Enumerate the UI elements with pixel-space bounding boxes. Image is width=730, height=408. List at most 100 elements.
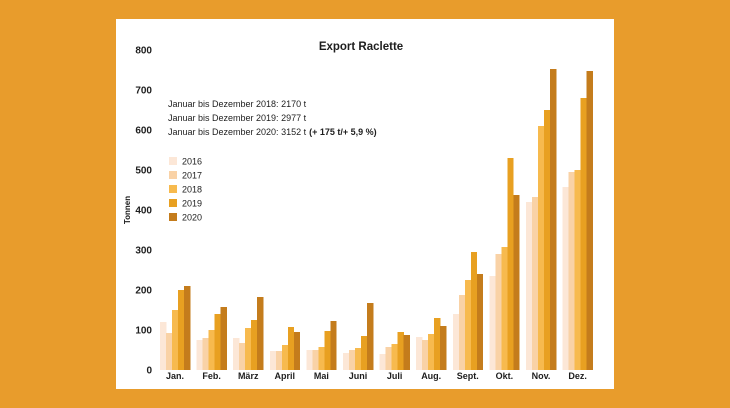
x-tick-label-juli: Juli xyxy=(387,371,403,381)
y-tick-label-100: 100 xyxy=(135,326,152,337)
bar-april-2016 xyxy=(269,350,277,370)
bar-dez-2019 xyxy=(580,98,587,370)
bar-juni-2017 xyxy=(349,350,356,370)
legend-swatch-2016 xyxy=(169,157,177,165)
bar-juli-2016 xyxy=(379,354,386,370)
bar-feb-2018 xyxy=(208,330,215,370)
y-tick-label-600: 600 xyxy=(135,126,152,137)
x-tick-label-juni: Juni xyxy=(349,371,368,381)
bar-marz-2020 xyxy=(257,296,264,370)
bar-mai-2019 xyxy=(324,330,331,370)
bar-okt-2017 xyxy=(495,254,502,370)
bar-juli-2020 xyxy=(403,334,410,370)
bar-marz-2018 xyxy=(245,328,252,370)
bar-dez-2020 xyxy=(586,70,593,371)
bar-sept-2019 xyxy=(470,252,478,370)
legend-label-2020: 2020 xyxy=(182,213,202,223)
x-tick-label-mai: Mai xyxy=(314,371,329,381)
bar-juni-2019 xyxy=(361,336,368,370)
y-tick-label-700: 700 xyxy=(135,86,152,97)
bar-aug-2016 xyxy=(416,337,423,370)
bar-marz-2019 xyxy=(251,320,258,370)
y-axis: 0 100 200 300 400 500 600 700 800 xyxy=(135,46,152,377)
bar-april-2018 xyxy=(281,345,289,370)
legend-swatch-2019 xyxy=(169,199,177,207)
bar-jan-2017 xyxy=(166,332,173,370)
bar-juni-2016 xyxy=(343,353,350,370)
x-tick-label-okt: Okt. xyxy=(496,371,514,381)
y-tick-label-200: 200 xyxy=(135,286,152,297)
bar-aug-2019 xyxy=(434,318,441,370)
legend-swatch-2020 xyxy=(169,213,177,221)
y-tick-label-500: 500 xyxy=(135,166,152,177)
bar-dez-2017 xyxy=(568,172,575,370)
legend-swatch-2017 xyxy=(169,171,177,179)
annotation-2018: Januar bis Dezember 2018: 2170 t xyxy=(168,99,307,109)
bar-nov-2017 xyxy=(532,197,539,370)
x-tick-label-aug: Aug. xyxy=(421,371,441,381)
bar-jan-2018 xyxy=(172,310,179,370)
bar-sept-2016 xyxy=(452,314,460,370)
bar-sept-2018 xyxy=(464,280,472,370)
bar-jan-2019 xyxy=(178,290,185,370)
bar-nov-2018 xyxy=(538,126,545,370)
legend-label-2017: 2017 xyxy=(182,171,202,181)
bar-juni-2018 xyxy=(355,348,362,370)
x-tick-label-jan: Jan. xyxy=(166,371,184,381)
x-tick-label-april: April xyxy=(275,371,296,381)
bar-nov-2016 xyxy=(526,202,533,370)
x-tick-label-dez: Dez. xyxy=(568,371,587,381)
bar-nov-2020 xyxy=(550,69,557,370)
totals-annotations: Januar bis Dezember 2018: 2170 t Januar … xyxy=(168,99,377,137)
x-tick-label-feb: Feb. xyxy=(202,371,221,381)
bar-okt-2018 xyxy=(501,247,508,370)
y-tick-label-400: 400 xyxy=(135,206,152,217)
bar-okt-2016 xyxy=(489,276,496,370)
bar-mai-2016 xyxy=(306,350,313,370)
y-tick-label-0: 0 xyxy=(146,366,152,377)
bar-april-2020 xyxy=(293,332,301,370)
bar-juli-2018 xyxy=(391,344,398,370)
bar-marz-2016 xyxy=(233,338,240,370)
bar-feb-2020 xyxy=(220,307,227,370)
annotation-2020-change: (+ 175 t/+ 5,9 %) xyxy=(309,127,377,137)
bar-jan-2020 xyxy=(184,286,191,370)
legend: 2016 2017 2018 2019 2020 xyxy=(169,157,202,223)
annotation-2020-total: Januar bis Dezember 2020: 3152 t xyxy=(168,127,307,137)
bar-jan-2016 xyxy=(160,322,167,370)
chart-panel: Export Raclette Tonnen 0 100 200 300 400 500 6… xyxy=(116,19,614,389)
legend-label-2018: 2018 xyxy=(182,185,202,195)
legend-label-2016: 2016 xyxy=(182,157,202,167)
bar-mai-2020 xyxy=(330,320,337,370)
annotation-2019: Januar bis Dezember 2019: 2977 t xyxy=(168,113,307,123)
bar-sept-2020 xyxy=(476,274,484,370)
bar-feb-2017 xyxy=(202,338,209,370)
bar-juli-2017 xyxy=(385,347,392,370)
bar-mai-2017 xyxy=(312,350,319,370)
x-tick-label-marz: März xyxy=(238,371,259,381)
bar-juni-2020 xyxy=(367,302,374,370)
bar-feb-2019 xyxy=(214,314,221,370)
bar-juli-2019 xyxy=(397,332,404,370)
bar-april-2017 xyxy=(275,350,283,370)
bar-nov-2019 xyxy=(544,110,551,370)
bar-feb-2016 xyxy=(196,340,203,370)
bar-april-2019 xyxy=(287,326,295,370)
bar-chart: Export Raclette Tonnen 0 100 200 300 400 500 6… xyxy=(123,41,593,381)
x-tick-label-sept: Sept. xyxy=(457,371,479,381)
bar-dez-2016 xyxy=(562,186,569,370)
legend-swatch-2018 xyxy=(169,185,177,193)
bar-okt-2019 xyxy=(507,158,514,370)
bar-aug-2018 xyxy=(428,334,435,370)
legend-label-2019: 2019 xyxy=(182,199,202,209)
bar-marz-2017 xyxy=(239,342,246,370)
x-tick-label-nov: Nov. xyxy=(532,371,551,381)
bar-sept-2017 xyxy=(458,295,466,370)
y-tick-label-300: 300 xyxy=(135,246,152,257)
x-axis: Jan. Feb. März April Mai Juni Juli Aug. Sept. Okt… xyxy=(166,371,587,381)
y-axis-label: Tonnen xyxy=(123,196,132,224)
bar-aug-2020 xyxy=(440,326,447,370)
chart-title: Export Raclette xyxy=(319,41,403,53)
y-tick-label-800: 800 xyxy=(135,46,152,57)
bar-aug-2017 xyxy=(422,340,429,370)
